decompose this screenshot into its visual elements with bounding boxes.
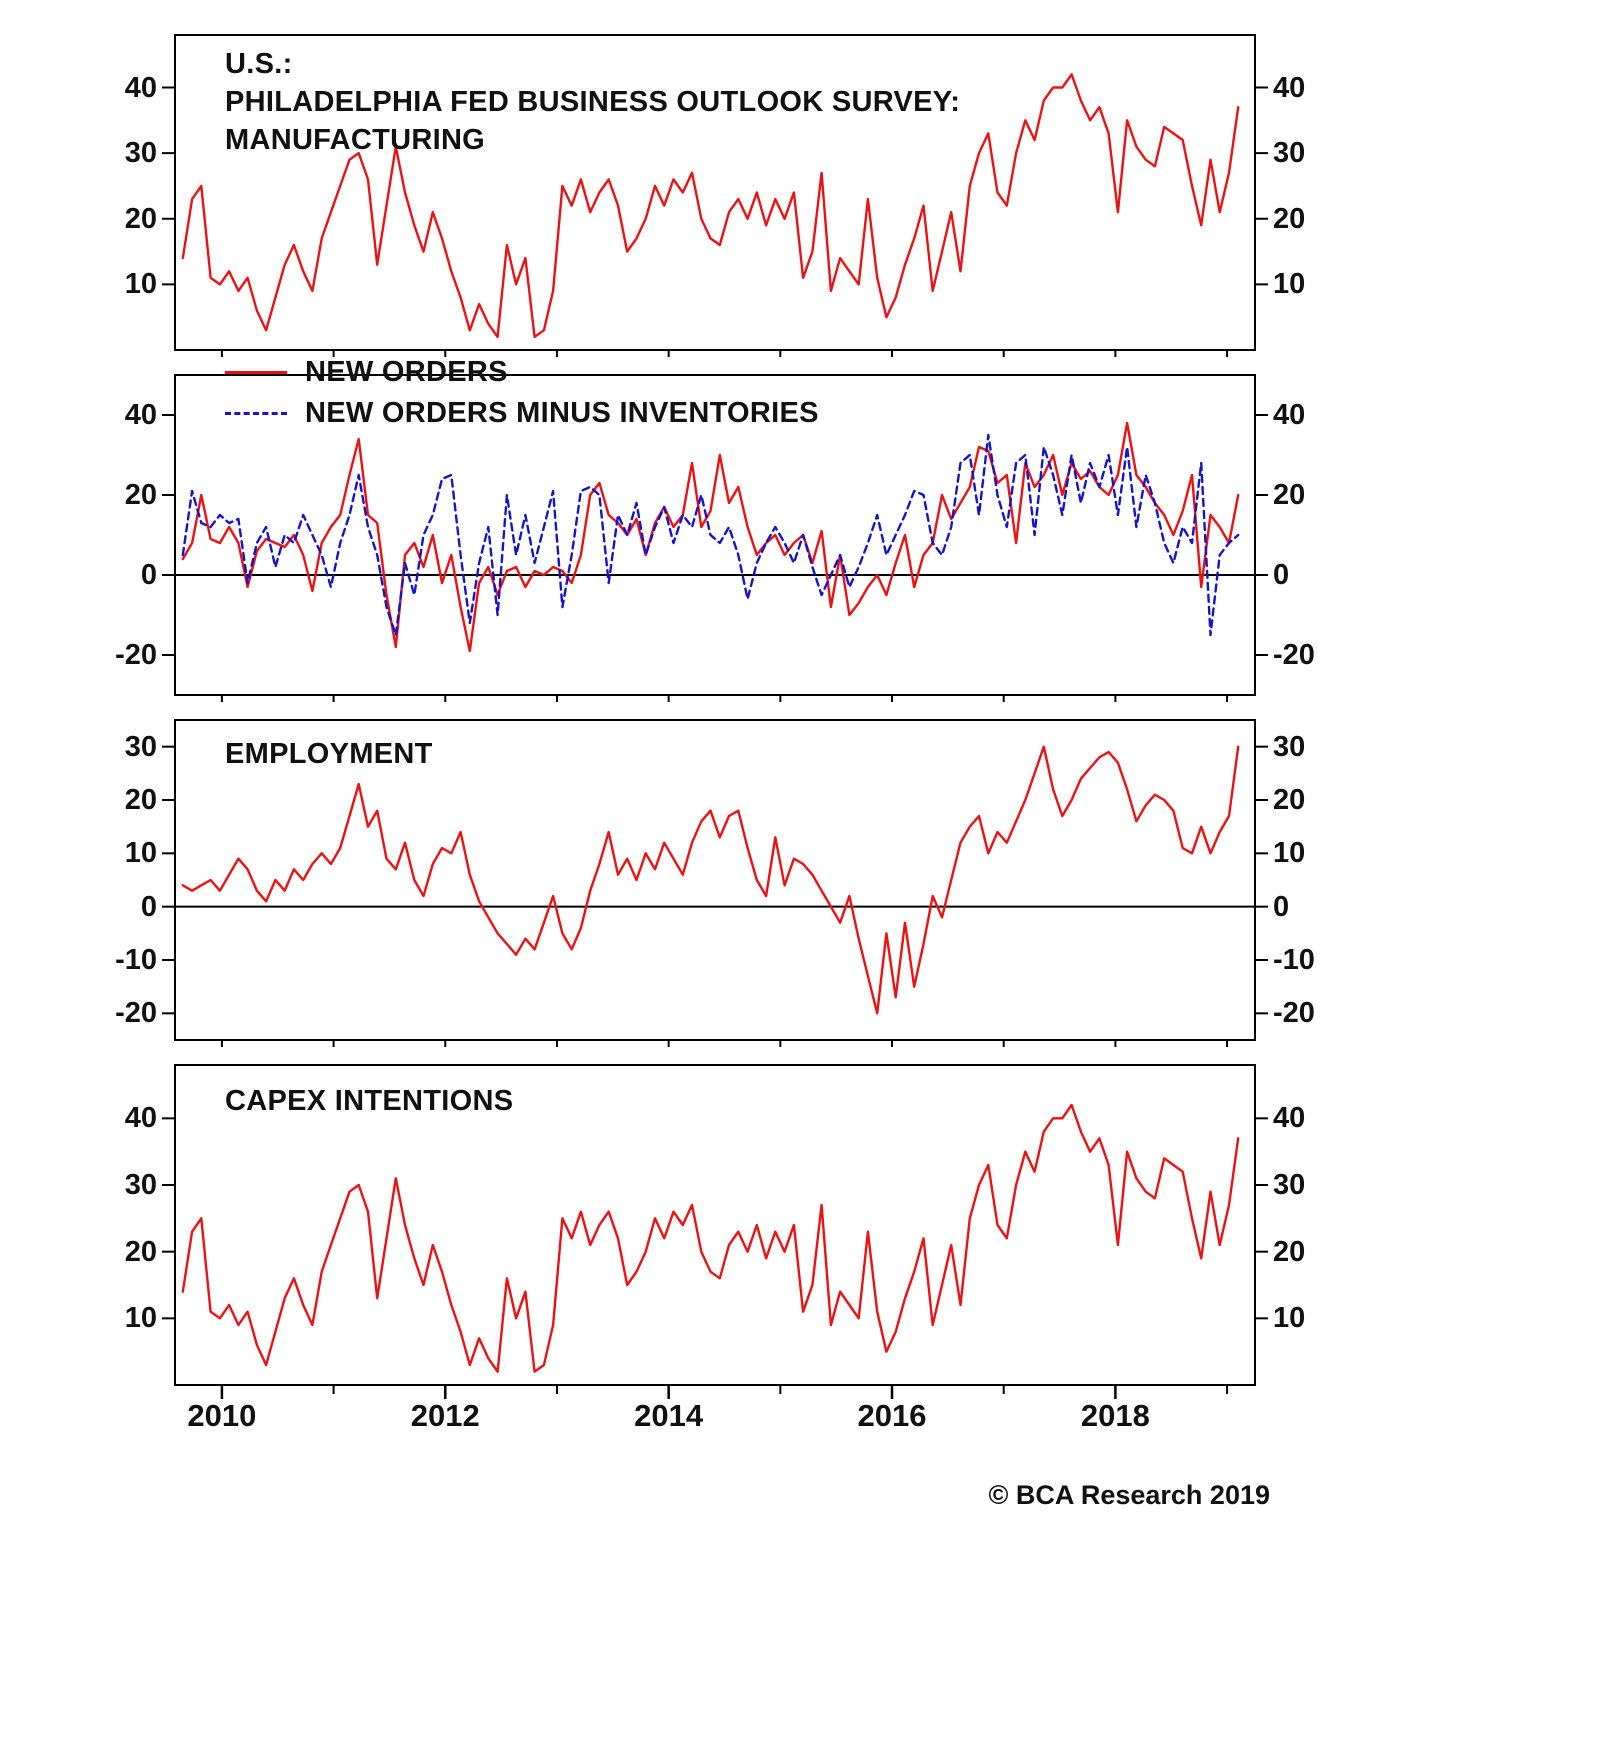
panel1-title: U.S.: PHILADELPHIA FED BUSINESS OUTLOOK … — [225, 45, 960, 159]
y-tick-label: 40 — [124, 399, 157, 431]
y-tick-label: -20 — [1273, 997, 1315, 1030]
y-tick-label: 20 — [1273, 479, 1306, 511]
series-new-orders-minus-inventories — [181, 433, 1240, 637]
y-tick-label: 40 — [1273, 399, 1306, 431]
series-manufacturing — [181, 73, 1240, 339]
copyright-note: © BCA Research 2019 — [988, 1480, 1270, 1510]
y-tick-label: -20 — [115, 639, 157, 671]
x-tick-label: 2018 — [1080, 1398, 1150, 1433]
series-employment — [181, 745, 1240, 1015]
y-tick-label: 10 — [1273, 837, 1306, 870]
x-tick-label: 2012 — [410, 1398, 480, 1433]
y-tick-label: 40 — [1273, 71, 1306, 104]
y-tick-label: 10 — [1273, 1302, 1306, 1335]
y-tick-label: 20 — [1273, 202, 1306, 235]
y-tick-label: 20 — [1273, 1235, 1306, 1268]
y-tick-label: 10 — [124, 268, 157, 301]
x-tick-label: 2016 — [857, 1398, 927, 1433]
legend-row-new-orders: NEW ORDERS — [225, 352, 819, 393]
y-tick-label: 40 — [1273, 1102, 1306, 1135]
y-tick-label: 10 — [1273, 268, 1306, 301]
y-tick-label: 20 — [124, 202, 157, 235]
y-tick-label: 20 — [124, 479, 157, 511]
series-capex-intentions — [181, 1103, 1240, 1373]
y-tick-label: 10 — [124, 1302, 157, 1335]
panel4-title: CAPEX INTENTIONS — [225, 1085, 514, 1117]
panel1-title-line1: U.S.: — [225, 48, 293, 80]
panel-frame — [174, 374, 1256, 696]
panel2-legend: NEW ORDERS NEW ORDERS MINUS INVENTORIES — [225, 352, 819, 434]
y-tick-label: -10 — [1273, 944, 1315, 976]
new-orders-minus-inventories-line-icon — [225, 412, 287, 415]
y-tick-label: 20 — [124, 1235, 157, 1268]
y-tick-label: 40 — [124, 71, 157, 104]
new-orders-line-icon — [225, 371, 287, 374]
y-tick-label: 10 — [124, 837, 157, 870]
y-tick-label: 0 — [140, 559, 157, 591]
panel1-title-line2: PHILADELPHIA FED BUSINESS OUTLOOK SURVEY… — [225, 86, 961, 118]
legend-label-new-orders-minus-inventories: NEW ORDERS MINUS INVENTORIES — [305, 397, 819, 429]
y-tick-label: 20 — [124, 784, 157, 816]
y-tick-label: 30 — [1273, 730, 1306, 763]
y-tick-label: 20 — [1273, 784, 1306, 816]
legend-row-new-orders-minus-inventories: NEW ORDERS MINUS INVENTORIES — [225, 393, 819, 434]
x-tick-label: 2014 — [634, 1398, 704, 1433]
y-tick-label: 0 — [1273, 890, 1290, 923]
x-tick-label: 2010 — [187, 1398, 257, 1433]
panel-frame — [174, 719, 1256, 1041]
y-tick-label: 30 — [124, 730, 157, 763]
y-tick-label: 0 — [1273, 559, 1290, 591]
legend-label-new-orders: NEW ORDERS — [305, 356, 508, 388]
y-tick-label: 30 — [124, 1169, 157, 1201]
y-tick-label: -20 — [115, 997, 157, 1030]
panel3-title: EMPLOYMENT — [225, 738, 433, 770]
y-tick-label: 30 — [124, 137, 157, 170]
y-tick-label: 0 — [140, 890, 157, 923]
y-tick-label: -20 — [1273, 639, 1315, 671]
panel-frame — [174, 1064, 1256, 1386]
panel-frame — [174, 34, 1256, 351]
y-tick-label: 40 — [124, 1102, 157, 1135]
series-new-orders — [181, 421, 1240, 653]
y-tick-label: -10 — [115, 944, 157, 976]
y-tick-label: 30 — [1273, 1169, 1306, 1201]
panel1-title-line3: MANUFACTURING — [225, 124, 486, 156]
y-tick-label: 30 — [1273, 137, 1306, 170]
